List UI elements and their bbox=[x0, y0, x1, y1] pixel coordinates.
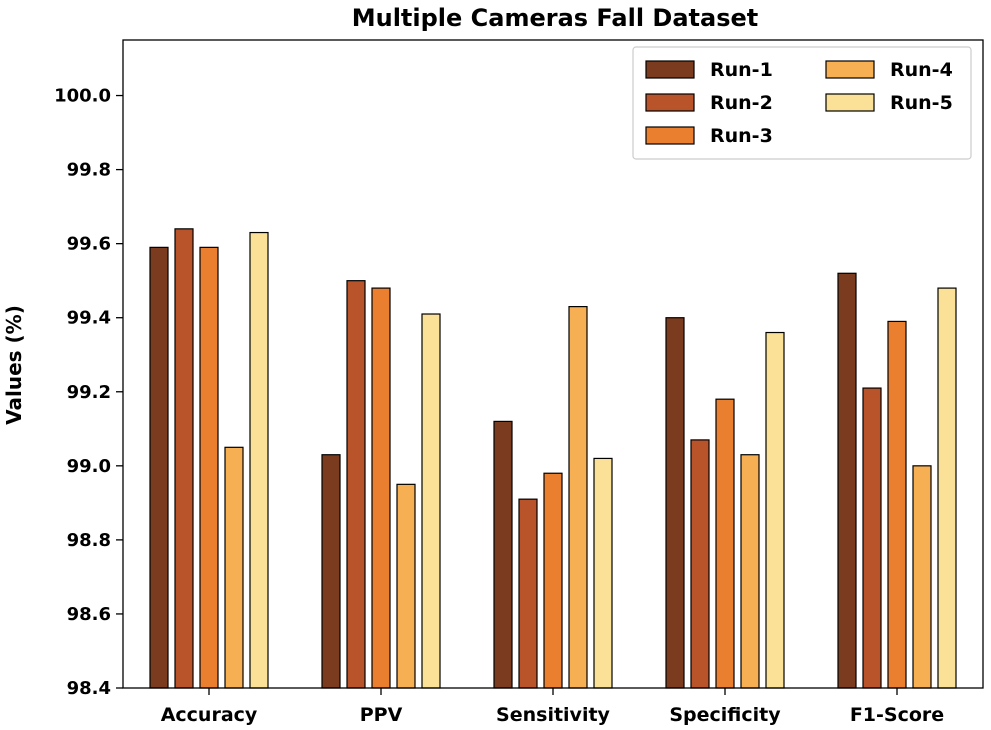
y-tick-label: 98.8 bbox=[67, 530, 111, 551]
plot-frame bbox=[122, 39, 984, 689]
bar-run-1-f1-score bbox=[837, 272, 857, 689]
y-tick-label: 99.2 bbox=[67, 382, 111, 403]
legend-swatch-run-1 bbox=[645, 60, 695, 79]
bar-run-4-f1-score bbox=[912, 465, 932, 689]
x-tick-label: Accuracy bbox=[161, 704, 258, 726]
bar-run-3-sensitivity bbox=[543, 472, 563, 689]
legend-label-run-2: Run-2 bbox=[710, 92, 773, 114]
bar-run-2-f1-score bbox=[862, 387, 882, 689]
bar-run-1-sensitivity bbox=[493, 420, 513, 689]
chart-title: Multiple Cameras Fall Dataset bbox=[352, 4, 759, 32]
bar-run-5-accuracy bbox=[249, 231, 269, 689]
bar-run-2-accuracy bbox=[174, 228, 194, 689]
bar-run-4-accuracy bbox=[224, 446, 244, 689]
bar-run-5-ppv bbox=[421, 313, 441, 689]
bar-run-3-specificity bbox=[715, 398, 735, 689]
legend-swatch-run-5 bbox=[825, 93, 875, 112]
x-tick-label: Specificity bbox=[669, 704, 781, 726]
x-tick-label: Sensitivity bbox=[496, 704, 610, 726]
y-axis-label: Values (%) bbox=[2, 305, 26, 425]
bar-run-4-specificity bbox=[740, 454, 760, 689]
legend-swatch-run-2 bbox=[645, 93, 695, 112]
y-ticks: 98.4 98.6 98.8 99.0 99.2 99.4 99.6 99.8 100.0 bbox=[54, 86, 123, 699]
legend: Run-1 Run-2 Run-3 Run-4 Run-5 bbox=[632, 46, 972, 160]
bar-run-2-sensitivity bbox=[518, 498, 538, 689]
x-tick-label: PPV bbox=[360, 704, 403, 726]
legend-label-run-4: Run-4 bbox=[890, 59, 953, 81]
x-ticks: Accuracy PPV Sensitivity Specificity F1-Scor… bbox=[161, 688, 944, 726]
bar-run-2-ppv bbox=[346, 280, 366, 689]
bar-run-4-sensitivity bbox=[568, 306, 588, 689]
legend-box bbox=[632, 46, 972, 160]
bar-run-3-f1-score bbox=[887, 320, 907, 689]
bar-run-4-ppv bbox=[396, 483, 416, 689]
bar-run-5-specificity bbox=[765, 331, 785, 689]
bar-run-5-sensitivity bbox=[593, 457, 613, 689]
legend-label-run-1: Run-1 bbox=[710, 59, 773, 81]
bar-run-2-specificity bbox=[690, 439, 710, 689]
legend-swatch-run-4 bbox=[825, 60, 875, 79]
y-tick-label: 98.6 bbox=[67, 604, 111, 625]
y-tick-label: 99.4 bbox=[67, 308, 111, 329]
bars-group bbox=[149, 228, 957, 689]
bar-run-1-specificity bbox=[665, 317, 685, 689]
y-tick-label: 100.0 bbox=[54, 86, 111, 107]
y-tick-label: 99.6 bbox=[67, 234, 111, 255]
bar-run-1-ppv bbox=[321, 454, 341, 689]
bar-run-1-accuracy bbox=[149, 246, 169, 689]
legend-label-run-5: Run-5 bbox=[890, 92, 953, 114]
x-tick-label: F1-Score bbox=[850, 704, 944, 726]
legend-swatch-run-3 bbox=[645, 126, 695, 145]
bar-run-5-f1-score bbox=[937, 287, 957, 689]
bar-run-3-accuracy bbox=[199, 246, 219, 689]
y-tick-label: 99.8 bbox=[67, 160, 111, 181]
bar-run-3-ppv bbox=[371, 287, 391, 689]
y-tick-label: 98.4 bbox=[67, 678, 111, 699]
y-tick-label: 99.0 bbox=[67, 456, 111, 477]
legend-label-run-3: Run-3 bbox=[710, 125, 773, 147]
